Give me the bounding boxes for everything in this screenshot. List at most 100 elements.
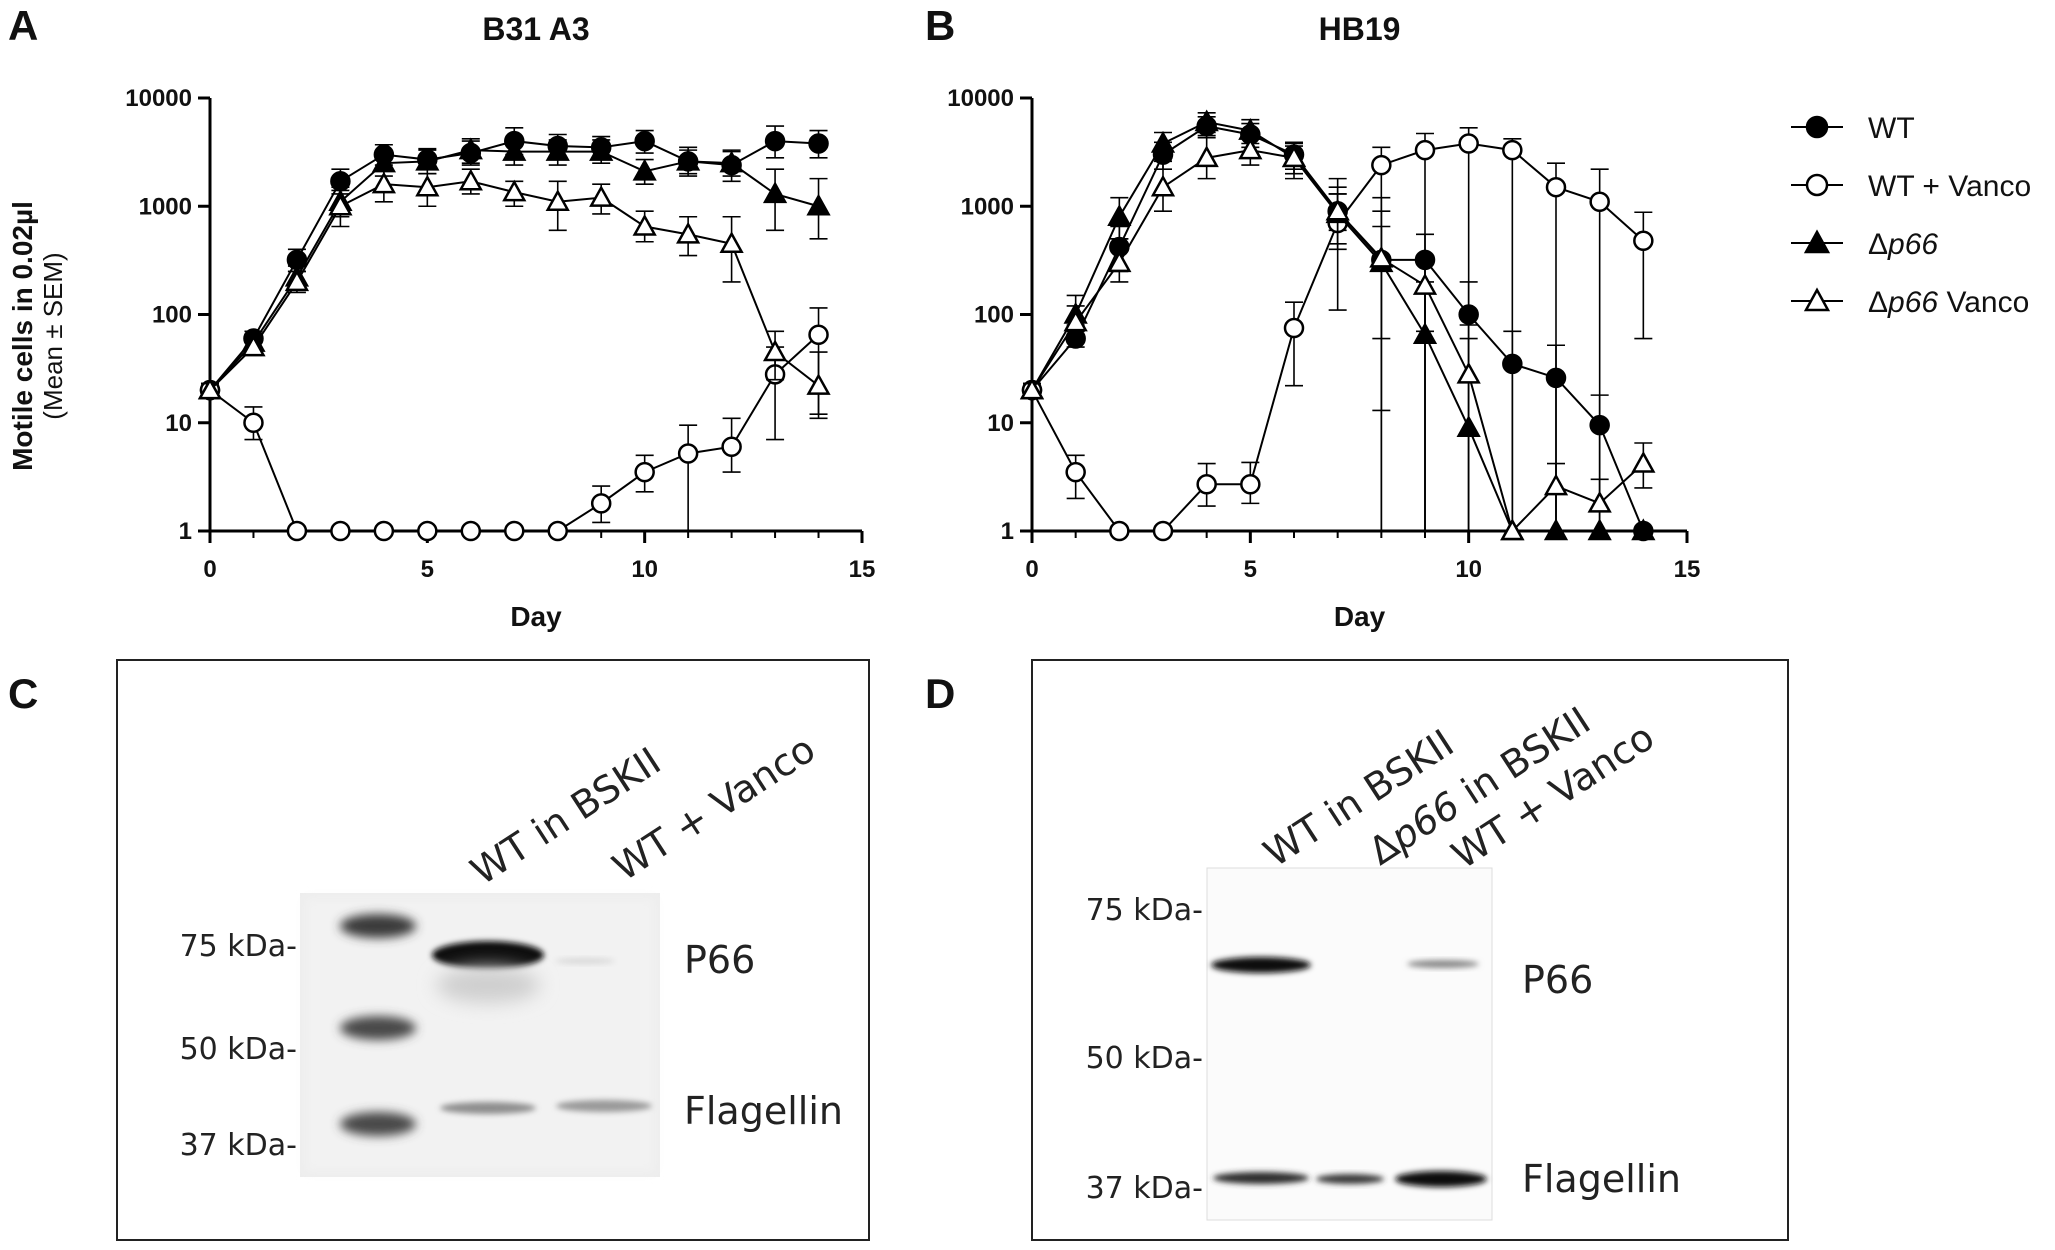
series-line xyxy=(209,334,820,532)
ladder-band-50 xyxy=(340,1016,416,1040)
data-point xyxy=(719,231,744,254)
data-point xyxy=(721,436,742,458)
data-point xyxy=(1107,250,1132,273)
data-point xyxy=(1150,130,1176,153)
x-tick-label: 10 xyxy=(1455,556,1482,583)
data-point xyxy=(762,181,788,204)
data-point xyxy=(1240,474,1261,495)
flagellin-band-vanco xyxy=(556,1100,652,1112)
data-point xyxy=(241,334,266,357)
y-axis-title: Motile cells in 0.02µl (Mean ± SEM) xyxy=(7,201,68,471)
data-point xyxy=(1194,109,1219,132)
data-point xyxy=(1019,377,1045,400)
flagellin-band-vanco xyxy=(1395,1171,1487,1187)
data-point xyxy=(1283,317,1305,339)
data-point xyxy=(458,168,483,191)
data-point xyxy=(764,130,786,152)
svg-text:Δp66 Vanco: Δp66 Vanco xyxy=(1868,286,2029,319)
data-point xyxy=(502,138,527,161)
legend: WT WT + Vanco Δp66 Δp66 Vanco xyxy=(1791,112,2031,319)
svg-text:WT + Vanco: WT + Vanco xyxy=(1868,170,2031,203)
blot-d-membrane xyxy=(1206,867,1493,1221)
data-point xyxy=(1633,230,1654,252)
y-tick-label: 1000 xyxy=(139,193,192,220)
data-point xyxy=(632,213,657,236)
blot-c-frame xyxy=(116,659,870,1241)
data-point xyxy=(286,520,308,542)
y-tick-label: 10 xyxy=(165,410,192,437)
p66-band-wt xyxy=(1211,957,1311,973)
data-point xyxy=(634,130,655,152)
x-axis-title: Day xyxy=(1334,601,1386,632)
data-point xyxy=(1109,520,1130,542)
data-point xyxy=(415,148,440,171)
blot-c-marker-75: 75 kDa- xyxy=(180,929,297,964)
data-point xyxy=(762,339,788,362)
data-point xyxy=(371,171,396,194)
y-tick-label: 1 xyxy=(179,518,192,545)
data-point xyxy=(806,193,831,216)
panel-letter-b: B xyxy=(925,2,955,49)
y-tick-label: 10000 xyxy=(125,85,192,112)
data-point xyxy=(1281,145,1307,168)
y-tick-label: 1 xyxy=(1001,518,1014,545)
data-point xyxy=(415,174,440,197)
data-point xyxy=(417,520,438,542)
data-point xyxy=(719,150,744,173)
data-point xyxy=(1458,133,1479,154)
legend-item-wt-vanco: WT + Vanco xyxy=(1791,170,2031,203)
data-point xyxy=(460,520,482,542)
y-axis-title-main: Motile cells in 0.02µl xyxy=(7,201,38,471)
data-point xyxy=(1545,176,1567,198)
data-point xyxy=(545,189,570,212)
ladder-band-37 xyxy=(340,1112,416,1136)
data-point xyxy=(1502,139,1523,161)
data-point xyxy=(589,185,614,207)
data-point xyxy=(806,373,831,395)
series-wt-vanco xyxy=(199,307,829,542)
x-tick-label: 15 xyxy=(849,556,876,583)
series-p66-vanco xyxy=(1019,134,1656,541)
blot-c-band-p66: P66 xyxy=(684,938,755,982)
blot-c-marker-50: 50 kDa- xyxy=(180,1032,297,1067)
data-point xyxy=(284,269,310,292)
chart-hb19: HB19 0 5 10 15 1 10 100 1000 10000 Day xyxy=(947,11,1700,632)
data-point xyxy=(1150,174,1176,197)
data-point xyxy=(1543,473,1569,496)
data-point xyxy=(1369,245,1394,268)
legend-item-wt: WT xyxy=(1791,112,1915,145)
blot-panel-c: 75 kDa- 50 kDa- 37 kDa- WT in BSKII WT +… xyxy=(116,659,870,1241)
data-point xyxy=(1196,474,1217,495)
data-point xyxy=(1587,490,1612,513)
circle-filled-marker-icon xyxy=(1805,115,1829,139)
data-point xyxy=(1412,322,1438,345)
blot-c-marker-37: 37 kDa- xyxy=(180,1128,297,1163)
data-point xyxy=(328,193,353,216)
blot-d-band-p66: P66 xyxy=(1522,958,1593,1002)
blot-d-marker-50: 50 kDa- xyxy=(1086,1041,1203,1076)
data-point xyxy=(547,520,568,542)
blot-c-band-flagellin: Flagellin xyxy=(684,1089,843,1133)
data-point xyxy=(1107,204,1132,226)
data-point xyxy=(1065,461,1086,483)
chart-title: HB19 xyxy=(1319,11,1401,47)
y-axis-title-sub: (Mean ± SEM) xyxy=(38,252,68,419)
data-point xyxy=(1152,520,1174,542)
y-tick-label: 100 xyxy=(974,302,1014,329)
blot-d-marker-37: 37 kDa- xyxy=(1086,1171,1203,1206)
p66-band-vanco xyxy=(1407,960,1479,968)
data-point xyxy=(502,179,527,202)
svg-text:WT: WT xyxy=(1868,112,1915,145)
data-point xyxy=(1631,450,1656,473)
panel-letter-a: A xyxy=(8,2,38,49)
x-tick-label: 0 xyxy=(1025,556,1038,583)
data-point xyxy=(1414,139,1436,161)
chart-b31-a3: B31 A3 0 5 10 15 1 10 100 1000 10000 Day xyxy=(125,11,875,632)
data-point xyxy=(1412,273,1438,295)
triangle-filled-marker-icon xyxy=(1803,229,1831,254)
y-tick-label: 10 xyxy=(987,410,1014,437)
svg-text:Δp66: Δp66 xyxy=(1868,228,1938,261)
data-point xyxy=(330,520,351,542)
blot-panel-d: 75 kDa- 50 kDa- 37 kDa- WT in BSKII Δp66… xyxy=(1031,659,1789,1241)
flagellin-band-wt xyxy=(1213,1172,1309,1184)
